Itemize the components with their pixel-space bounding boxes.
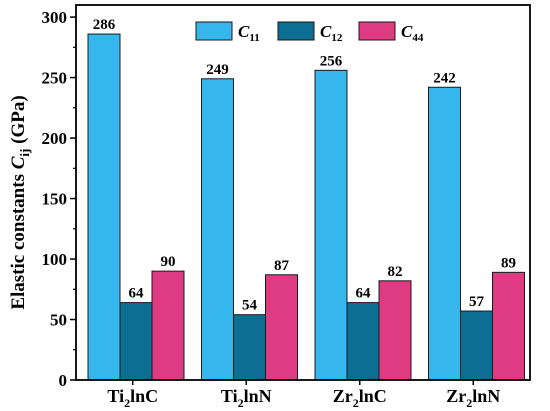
legend-label-c12: C12 (320, 22, 343, 44)
data-label-c11-4: 242 (433, 70, 456, 86)
y-tick-label: 50 (50, 311, 67, 330)
y-tick-label: 100 (42, 250, 68, 269)
legend-swatch-c12 (277, 21, 315, 41)
data-label-c44-4: 89 (501, 255, 516, 271)
x-tick-label: Ti2lnN (221, 386, 272, 410)
y-tick-label: 200 (42, 129, 68, 148)
data-label-c44-3: 82 (388, 264, 403, 280)
data-label-c12-2: 54 (242, 298, 258, 314)
plot-frame (75, 4, 531, 381)
data-label-c11-3: 256 (320, 53, 343, 69)
y-axis-title: Elastic constants Cij (GPa) (8, 95, 32, 309)
x-tick-label: Zr2lnC (333, 386, 387, 410)
bar-c12-1 (119, 302, 153, 381)
bar-c44-3 (378, 280, 412, 381)
bar-c44-2 (265, 274, 298, 381)
legend-label-c44: C44 (401, 22, 424, 44)
y-tick-label: 150 (42, 190, 68, 209)
bar-c44-4 (492, 271, 525, 381)
x-tick-label: Zr2lnN (446, 386, 500, 410)
data-label-c44-2: 87 (274, 258, 290, 274)
y-tick-label: 300 (42, 8, 68, 27)
legend-swatch-c11 (195, 21, 233, 41)
data-label-c12-4: 57 (469, 294, 485, 310)
legend: C11 C12 C44 (195, 21, 424, 44)
bar-c12-3 (346, 302, 380, 381)
bars-layer (87, 33, 525, 381)
data-label-c12-1: 64 (129, 286, 145, 302)
data-label-c11-2: 249 (206, 62, 229, 78)
data-labels-layer: 286 64 90 249 54 87 256 64 82 242 57 89 (93, 17, 516, 314)
legend-label-c11: C11 (238, 22, 260, 44)
bar-c12-4 (460, 310, 493, 381)
legend-swatch-c44 (358, 21, 396, 41)
bar-c11-2 (201, 78, 234, 381)
x-tick-label: Ti2lnC (107, 386, 158, 410)
y-tick-label: 0 (59, 371, 68, 390)
data-label-c44-1: 90 (161, 254, 176, 270)
bar-c44-1 (151, 270, 185, 381)
y-tick-label: 250 (42, 69, 68, 88)
bar-c11-3 (314, 69, 348, 381)
bar-c11-4 (428, 86, 461, 381)
bar-c12-2 (233, 314, 266, 381)
data-label-c11-1: 286 (93, 17, 116, 33)
axes-layer: Ti2lnC Ti2lnN Zr2lnC Zr2lnN 0 50 100 150 200 250 3… (42, 4, 531, 410)
data-label-c12-3: 64 (356, 286, 372, 302)
bar-c11-1 (87, 33, 121, 381)
